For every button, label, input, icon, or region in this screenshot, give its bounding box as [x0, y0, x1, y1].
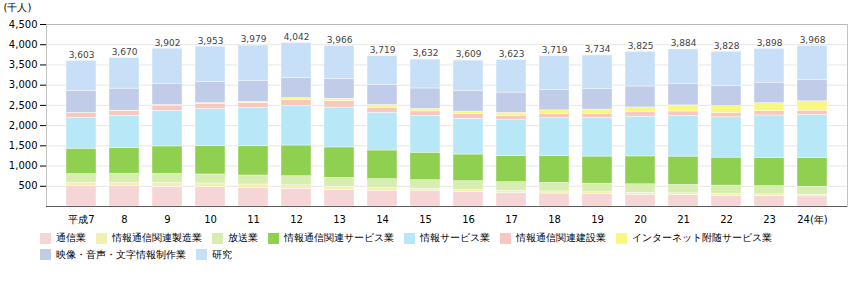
svg-text:16: 16: [462, 214, 475, 225]
svg-text:9: 9: [164, 214, 170, 225]
svg-text:2,000: 2,000: [9, 120, 38, 131]
svg-text:3,603: 3,603: [69, 50, 95, 60]
svg-text:500: 500: [18, 180, 37, 191]
svg-text:22: 22: [720, 214, 733, 225]
svg-text:12: 12: [290, 214, 303, 225]
svg-text:18: 18: [548, 214, 561, 225]
svg-text:8: 8: [121, 214, 127, 225]
svg-text:3,000: 3,000: [9, 79, 38, 90]
svg-text:3,500: 3,500: [9, 59, 38, 70]
svg-text:3,734: 3,734: [585, 44, 611, 54]
svg-text:24(年): 24(年): [797, 214, 828, 225]
svg-text:19: 19: [591, 214, 604, 225]
svg-text:3,902: 3,902: [155, 38, 181, 48]
html-text:通信業: 通信業: [56, 232, 86, 244]
svg-text:3,609: 3,609: [456, 49, 482, 59]
html-text:情報サービス業: 情報サービス業: [420, 232, 490, 244]
svg-text:(千人): (千人): [4, 2, 32, 13]
html-text:インターネット附随サービス業: インターネット附随サービス業: [632, 232, 772, 244]
svg-text:3,623: 3,623: [499, 49, 525, 59]
svg-text:4,000: 4,000: [9, 39, 38, 50]
svg-text:17: 17: [505, 214, 518, 225]
svg-text:1,500: 1,500: [9, 140, 38, 151]
svg-text:3,884: 3,884: [671, 38, 697, 48]
svg-text:3,968: 3,968: [800, 35, 826, 45]
svg-text:3,966: 3,966: [327, 35, 353, 45]
svg-text:4,042: 4,042: [284, 32, 310, 42]
html-text:情報通信関連サービス業: 情報通信関連サービス業: [284, 232, 394, 244]
svg-text:平成7: 平成7: [68, 214, 94, 225]
svg-text:11: 11: [247, 214, 260, 225]
svg-text:3,825: 3,825: [628, 41, 654, 51]
html-text:情報通信関連建設業: 情報通信関連建設業: [516, 232, 606, 244]
svg-text:15: 15: [419, 214, 432, 225]
svg-text:3,953: 3,953: [198, 36, 224, 46]
svg-text:13: 13: [333, 214, 346, 225]
svg-text:14: 14: [376, 214, 389, 225]
svg-text:21: 21: [677, 214, 690, 225]
svg-text:3,979: 3,979: [241, 34, 267, 44]
html-text:映像・音声・文字情報制作業: 映像・音声・文字情報制作業: [56, 248, 186, 260]
svg-text:3,898: 3,898: [757, 38, 783, 48]
svg-text:10: 10: [204, 214, 217, 225]
svg-text:20: 20: [634, 214, 647, 225]
svg-text:2,500: 2,500: [9, 100, 38, 111]
svg-text:3,632: 3,632: [413, 48, 439, 58]
html-text:情報通信関連製造業: 情報通信関連製造業: [112, 232, 202, 244]
html-text:放送業: 放送業: [228, 232, 258, 244]
svg-text:3,828: 3,828: [714, 41, 740, 51]
svg-text:23: 23: [763, 214, 776, 225]
svg-text:3,719: 3,719: [370, 45, 396, 55]
html-text:研究: 研究: [212, 248, 232, 260]
svg-text:1,000: 1,000: [9, 160, 38, 171]
svg-text:4,500: 4,500: [9, 19, 38, 30]
svg-text:3,670: 3,670: [112, 47, 138, 57]
svg-text:3,719: 3,719: [542, 45, 568, 55]
